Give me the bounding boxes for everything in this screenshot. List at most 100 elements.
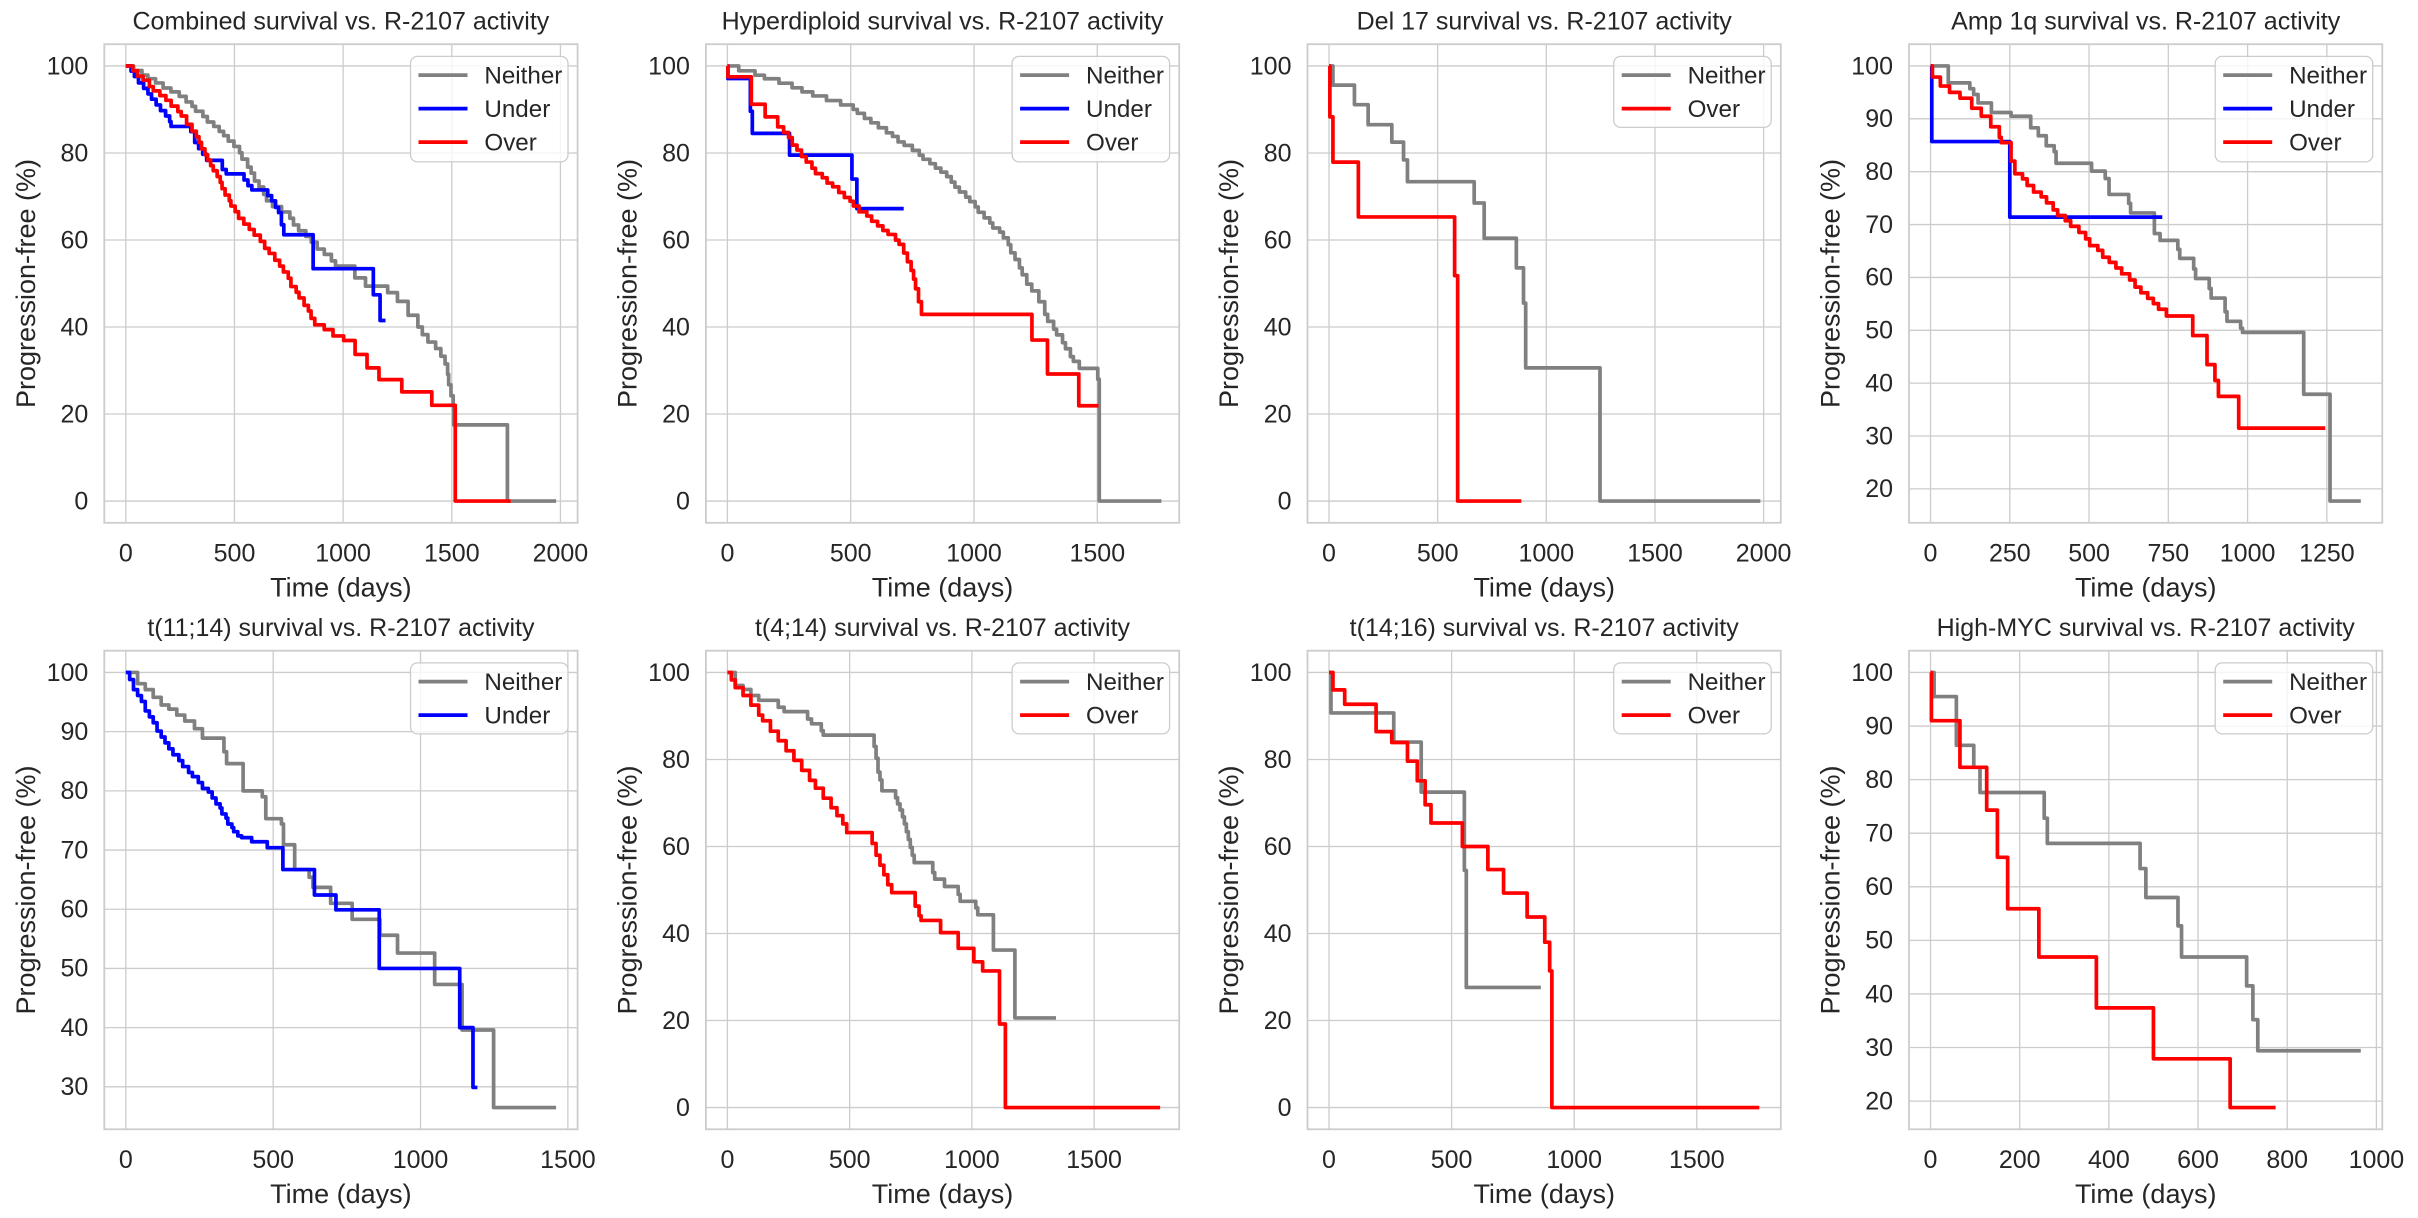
svg-text:20: 20 [1264,400,1292,428]
svg-text:40: 40 [1865,980,1893,1008]
svg-text:Time (days): Time (days) [1473,572,1615,602]
svg-text:400: 400 [2088,1146,2130,1174]
svg-text:Over: Over [2289,703,2341,730]
svg-text:Over: Over [1688,703,1740,730]
svg-text:Neither: Neither [484,63,562,90]
svg-text:200: 200 [1999,1146,2041,1174]
svg-text:500: 500 [2068,539,2110,567]
svg-text:1500: 1500 [1066,1146,1122,1174]
svg-text:1000: 1000 [944,1146,1000,1174]
svg-text:60: 60 [1264,226,1292,254]
svg-text:30: 30 [1865,1034,1893,1062]
svg-text:0: 0 [720,1146,734,1174]
svg-text:1000: 1000 [1518,539,1574,567]
svg-text:750: 750 [2147,539,2189,567]
svg-text:40: 40 [1865,370,1893,398]
svg-text:100: 100 [1250,52,1292,80]
svg-text:50: 50 [60,955,88,983]
svg-text:Progression-free (%): Progression-free (%) [1214,765,1244,1014]
svg-text:Time (days): Time (days) [872,1179,1014,1209]
svg-text:0: 0 [676,487,690,515]
svg-text:50: 50 [1865,927,1893,955]
svg-text:Over: Over [2289,130,2341,157]
svg-text:500: 500 [830,539,872,567]
svg-text:0: 0 [74,487,88,515]
svg-text:Time (days): Time (days) [270,572,412,602]
svg-text:Under: Under [1086,96,1152,123]
svg-text:80: 80 [662,139,690,167]
svg-text:Time (days): Time (days) [270,1179,412,1209]
svg-text:Over: Over [1086,703,1138,730]
svg-text:Under: Under [2289,96,2355,123]
svg-text:Over: Over [1086,130,1138,157]
svg-text:Combined survival vs. R-2107 a: Combined survival vs. R-2107 activity [132,8,549,36]
svg-text:60: 60 [1865,873,1893,901]
svg-text:80: 80 [662,746,690,774]
svg-text:80: 80 [1264,139,1292,167]
svg-text:Hyperdiploid survival vs. R-21: Hyperdiploid survival vs. R-2107 activit… [722,8,1164,36]
svg-text:1000: 1000 [946,539,1002,567]
svg-text:50: 50 [1865,317,1893,345]
svg-text:0: 0 [1278,487,1292,515]
svg-text:100: 100 [47,52,89,80]
svg-text:0: 0 [119,539,133,567]
svg-text:1000: 1000 [393,1146,449,1174]
svg-text:40: 40 [662,313,690,341]
svg-text:0: 0 [1322,539,1336,567]
svg-text:Progression-free (%): Progression-free (%) [612,159,642,408]
svg-text:Amp 1q survival vs. R-2107 act: Amp 1q survival vs. R-2107 activity [1951,8,2341,36]
svg-text:40: 40 [60,313,88,341]
svg-text:500: 500 [1417,539,1459,567]
svg-text:1000: 1000 [1546,1146,1602,1174]
svg-text:500: 500 [1431,1146,1473,1174]
svg-text:t(14;16) survival vs. R-2107 a: t(14;16) survival vs. R-2107 activity [1350,614,1740,642]
svg-text:t(4;14) survival vs. R-2107 ac: t(4;14) survival vs. R-2107 activity [755,614,1131,642]
svg-text:80: 80 [60,777,88,805]
svg-text:Neither: Neither [484,669,562,696]
svg-text:90: 90 [1865,105,1893,133]
svg-text:0: 0 [1924,1146,1938,1174]
svg-text:Neither: Neither [1688,63,1766,90]
svg-text:100: 100 [648,659,690,687]
svg-text:90: 90 [1865,712,1893,740]
svg-text:0: 0 [1278,1094,1292,1122]
svg-text:1500: 1500 [1069,539,1125,567]
svg-text:1500: 1500 [424,539,480,567]
svg-text:0: 0 [1322,1146,1336,1174]
svg-text:500: 500 [829,1146,871,1174]
svg-text:70: 70 [60,836,88,864]
svg-text:40: 40 [1264,920,1292,948]
svg-text:1000: 1000 [2220,539,2276,567]
svg-text:40: 40 [1264,313,1292,341]
svg-text:Over: Over [1688,96,1740,123]
svg-text:20: 20 [60,400,88,428]
svg-text:0: 0 [720,539,734,567]
svg-text:0: 0 [1924,539,1938,567]
svg-text:20: 20 [662,1007,690,1035]
svg-text:500: 500 [252,1146,294,1174]
svg-text:250: 250 [1989,539,2031,567]
svg-text:20: 20 [662,400,690,428]
svg-text:800: 800 [2266,1146,2308,1174]
svg-text:80: 80 [1865,766,1893,794]
svg-text:1500: 1500 [1627,539,1683,567]
svg-text:Time (days): Time (days) [1473,1179,1615,1209]
svg-text:40: 40 [662,920,690,948]
svg-text:Over: Over [484,130,536,157]
svg-text:90: 90 [60,718,88,746]
svg-text:Time (days): Time (days) [872,572,1014,602]
svg-text:0: 0 [676,1094,690,1122]
svg-text:1250: 1250 [2299,539,2355,567]
svg-text:Del 17 survival vs. R-2107 act: Del 17 survival vs. R-2107 activity [1357,8,1733,36]
svg-text:Neither: Neither [1688,669,1766,696]
svg-text:Under: Under [484,96,550,123]
svg-text:100: 100 [1250,659,1292,687]
svg-text:100: 100 [648,52,690,80]
svg-text:20: 20 [1865,1087,1893,1115]
svg-text:Progression-free (%): Progression-free (%) [1816,159,1846,408]
svg-text:2000: 2000 [533,539,589,567]
svg-text:70: 70 [1865,820,1893,848]
svg-text:1500: 1500 [540,1146,596,1174]
svg-text:Neither: Neither [1086,63,1164,90]
svg-text:1000: 1000 [2349,1146,2405,1174]
